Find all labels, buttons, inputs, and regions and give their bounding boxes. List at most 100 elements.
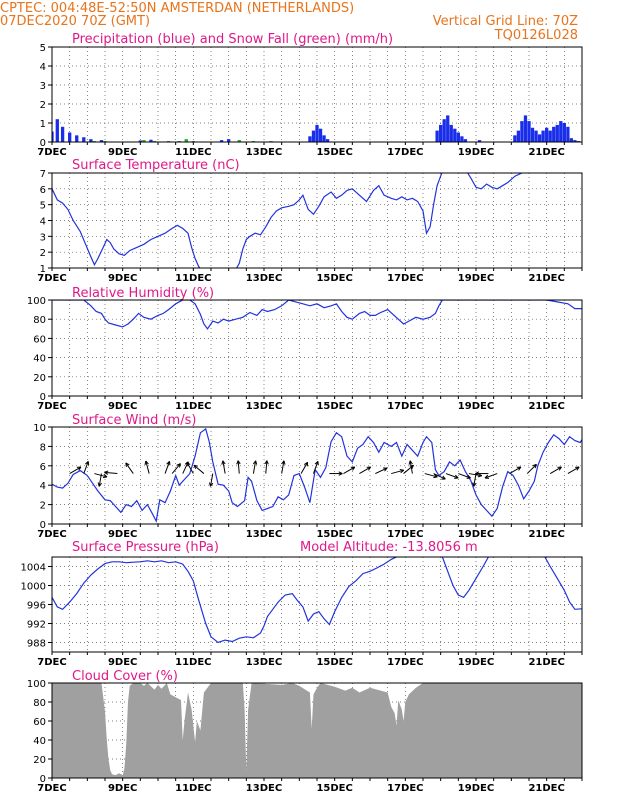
wind-arrow-shaft	[222, 460, 226, 474]
wind-ytick-label: 6	[40, 462, 46, 473]
temperature-ytick-label: 4	[40, 217, 46, 228]
wind-arrow-head	[145, 460, 149, 465]
precipitation-title: Precipitation (blue) and Snow Fall (gree…	[72, 32, 393, 47]
precipitation-xtick-label: 21DEC	[528, 147, 564, 158]
wind-arrow-shaft	[375, 467, 388, 475]
wind-arrow-head	[338, 473, 343, 476]
precip-bar	[68, 132, 72, 142]
wind-arrow	[375, 467, 388, 475]
cloud-cover-title: Cloud Cover (%)	[72, 669, 178, 684]
humidity-xtick-label: 17DEC	[387, 401, 423, 412]
precip-bar	[534, 130, 538, 142]
temperature-ytick-label: 1	[40, 264, 46, 275]
wind-arrow-head	[104, 471, 109, 475]
wind-arrow	[312, 460, 319, 474]
pressure-ytick-label: 1004	[21, 563, 46, 574]
wind-ytick-label: 2	[40, 501, 46, 512]
precip-bar	[523, 115, 528, 142]
wind-xtick-label: 15DEC	[316, 529, 352, 540]
precip-bar	[541, 130, 545, 142]
wind-arrow-head	[352, 466, 356, 471]
wind-arrow	[144, 460, 150, 474]
wind-arrow-head	[534, 464, 537, 469]
cloud-cover-xtick-label: 15DEC	[316, 783, 352, 794]
wind-arrow-head	[399, 468, 404, 471]
wind-arrow-head	[252, 460, 257, 465]
precip-bar	[442, 119, 446, 142]
wind-arrow-head	[193, 464, 197, 470]
precip-bar	[537, 134, 542, 142]
panels: Precipitation (blue) and Snow Fall (gree…	[21, 32, 583, 794]
precip-bar	[453, 128, 457, 142]
wind-xtick-label: 13DEC	[246, 529, 282, 540]
wind-arrow	[252, 460, 258, 474]
wind-arrow-head	[166, 460, 170, 465]
wind-arrow-head	[78, 466, 82, 471]
temperature-xtick-label: 11DEC	[175, 273, 211, 284]
precip-bar	[449, 124, 453, 142]
wind-arrow-head	[176, 463, 181, 466]
precipitation-xtick-label: 9DEC	[108, 147, 137, 158]
wind-arrow-shaft	[171, 463, 181, 474]
wind-arrow-head	[484, 474, 489, 479]
cloud-cover-ytick-label: 80	[33, 698, 46, 709]
precip-bar	[138, 140, 142, 142]
cloud-cover-xtick-label: 13DEC	[246, 783, 282, 794]
precip-bar	[477, 140, 482, 142]
temperature-ytick-label: 3	[40, 232, 46, 243]
wind-arrow-head	[518, 466, 522, 471]
wind-arrow	[164, 460, 171, 474]
wind-arrow-shaft	[237, 460, 240, 474]
precip-bar	[308, 136, 312, 142]
wind-arrow-head	[186, 461, 191, 465]
precipitation-panel: Precipitation (blue) and Snow Fall (gree…	[37, 32, 583, 158]
humidity-xtick-label: 13DEC	[246, 401, 282, 412]
wind-arrow-head	[144, 460, 147, 466]
cloud-cover-xtick-label: 21DEC	[528, 783, 564, 794]
wind-arrow	[125, 462, 134, 474]
wind-arrow	[484, 473, 498, 479]
temperature-panel: Surface Temperature (nC) 1 2 3 4 5 6 7 7DEC 9DEC 1…	[37, 158, 583, 284]
precip-bar	[559, 121, 563, 142]
precip-bar	[439, 124, 443, 142]
wind-arrow-head	[455, 474, 459, 479]
snow-bar	[184, 139, 188, 142]
wind-arrow	[445, 473, 459, 479]
wind-arrow-shaft	[104, 471, 118, 475]
precip-bar	[527, 121, 531, 142]
precipitation-xtick-label: 13DEC	[246, 147, 282, 158]
cloud-cover-xtick-label: 19DEC	[458, 783, 494, 794]
wind-arrow	[193, 464, 205, 474]
wind-arrow	[526, 463, 537, 474]
pressure-xtick-label: 17DEC	[387, 657, 423, 668]
precipitation-frame	[51, 46, 583, 143]
wind-arrow-shaft	[312, 461, 319, 474]
wind-arrow	[281, 460, 286, 474]
precip-bar	[566, 126, 570, 142]
wind-arrow-head	[255, 460, 258, 465]
wind-arrow-shaft	[210, 473, 214, 487]
humidity-xtick-label: 15DEC	[316, 401, 352, 412]
wind-arrow-head	[208, 482, 211, 487]
wind-arrow-head	[433, 473, 438, 478]
pressure-xtick-label: 13DEC	[246, 657, 282, 668]
cloud-cover-ytick-label: 100	[27, 679, 46, 690]
humidity-ytick-label: 40	[33, 354, 46, 365]
humidity-data	[52, 300, 582, 330]
wind-arrow	[472, 473, 477, 487]
wind-ytick-label: 10	[33, 423, 46, 434]
wind-xtick-label: 9DEC	[108, 529, 137, 540]
temperature-xtick-label: 17DEC	[387, 273, 423, 284]
precip-bar	[325, 139, 330, 142]
temperature-series-line	[235, 173, 443, 268]
wind-arrow-shaft	[359, 466, 371, 474]
humidity-series-line	[52, 300, 582, 330]
wind-xtick-label: 19DEC	[458, 529, 494, 540]
pressure-ytick-label: 992	[27, 620, 46, 631]
precip-bar	[149, 139, 153, 142]
snow-bar	[142, 140, 146, 142]
precip-bar	[530, 127, 535, 142]
precip-bar	[435, 130, 439, 142]
wind-arrow-shaft	[403, 464, 414, 474]
